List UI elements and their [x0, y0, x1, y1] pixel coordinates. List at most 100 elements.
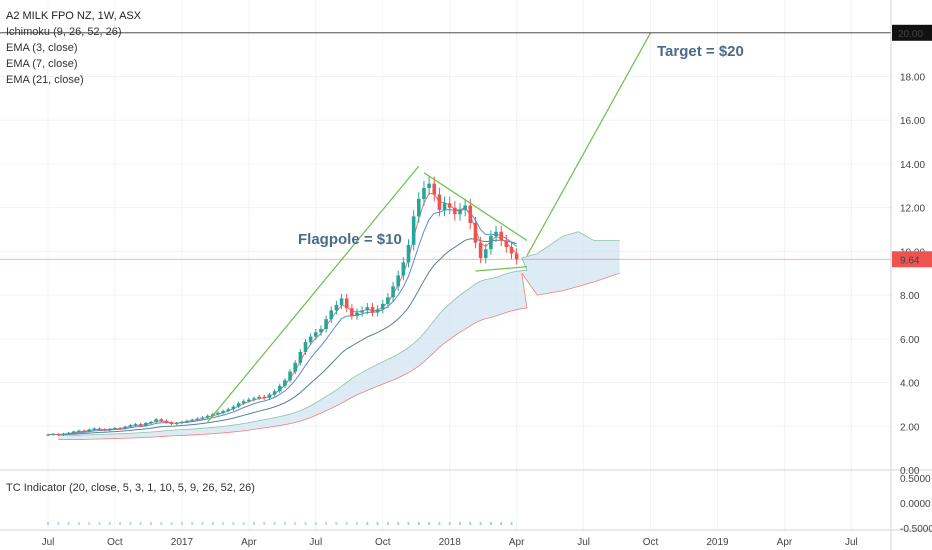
y-tick-label: 12.00 [900, 204, 925, 215]
indicator-bar [510, 522, 513, 525]
candle [463, 205, 467, 210]
ema3-legend[interactable]: EMA (3, close) [6, 42, 78, 54]
candle [298, 351, 303, 363]
candle [200, 417, 205, 419]
candle [447, 203, 452, 208]
candle [267, 394, 272, 398]
cloud-span-a [58, 231, 620, 436]
ema21-legend[interactable]: EMA (21, close) [6, 74, 84, 86]
ichimoku-cloud [58, 231, 620, 440]
indicator-bar [366, 522, 369, 525]
candle [149, 421, 153, 423]
indicator-bar [325, 522, 328, 525]
indicator-bar [283, 522, 286, 525]
indicator-bar [273, 522, 276, 525]
indicator-bar [47, 522, 49, 525]
candle [272, 391, 277, 395]
candle [97, 428, 102, 430]
candle [380, 303, 385, 310]
candle [360, 310, 364, 313]
candle [293, 362, 297, 372]
indicator-bar [397, 522, 400, 525]
candle [489, 236, 493, 250]
ema7-legend[interactable]: EMA (7, close) [6, 58, 78, 70]
ichimoku-legend[interactable]: Ichimoku (9, 26, 52, 26) [6, 26, 122, 38]
candle [92, 428, 97, 430]
indicator-bar [469, 522, 472, 525]
candle [128, 425, 133, 427]
chart-legend: A2 MILK FPO NZ, 1W, ASX Ichimoku (9, 26,… [6, 8, 141, 88]
flag-lower-line [475, 266, 528, 272]
indicator-bar [263, 522, 266, 525]
candle [257, 396, 261, 399]
candle [174, 423, 179, 425]
indicator-bar [479, 522, 482, 525]
indicator-bar [345, 522, 348, 525]
x-tick-label: Apr [777, 537, 793, 548]
indicator-bar [77, 522, 80, 525]
cloud-span-b [58, 272, 620, 440]
candle [154, 419, 158, 422]
indicator-bar [67, 522, 70, 525]
candle [118, 428, 122, 430]
indicator-bar [428, 522, 431, 525]
candle [252, 398, 256, 400]
indicator-bar [500, 522, 503, 525]
y-tick-label: 0.00 [900, 466, 920, 477]
indicator-bar [119, 522, 122, 525]
candle [159, 419, 164, 421]
candle [87, 429, 91, 432]
indicator-bar [191, 522, 194, 525]
indicator-bar [201, 522, 204, 525]
x-tick-label: Jul [309, 537, 322, 548]
candles [46, 176, 519, 437]
candle [411, 216, 416, 245]
y-tick-label: 18.00 [900, 73, 925, 84]
candle [370, 307, 375, 313]
cloud-area [58, 231, 620, 440]
indicator-bar [314, 522, 317, 525]
indicator-bar [222, 522, 225, 525]
candle [478, 242, 483, 258]
candle [236, 403, 241, 407]
target-annotation[interactable]: Target = $20 [657, 43, 744, 60]
candle [216, 412, 220, 415]
candle [334, 304, 339, 311]
y-tick-label: 14.00 [900, 160, 925, 171]
candle [319, 329, 323, 333]
indicator-label[interactable]: TC Indicator (20, close, 5, 3, 1, 10, 5,… [6, 482, 255, 494]
candle [231, 406, 236, 410]
candle [401, 262, 406, 276]
candle [190, 419, 194, 421]
indicator-bar [232, 522, 235, 525]
indicator-bar [417, 522, 420, 525]
candle [344, 298, 349, 309]
x-tick-label: Oct [107, 537, 123, 548]
indicator-bar [57, 522, 60, 525]
candle [133, 424, 138, 426]
indicator-bar [98, 522, 101, 525]
x-tick-label: Apr [241, 537, 257, 548]
indicator-bar [356, 522, 358, 525]
candle [221, 410, 225, 413]
candle [375, 309, 380, 313]
candle [66, 432, 71, 434]
indicator-bar [211, 522, 214, 525]
candle [483, 249, 488, 258]
x-tick-label: Oct [643, 537, 659, 548]
symbol-title[interactable]: A2 MILK FPO NZ, 1W, ASX [6, 10, 142, 22]
indicator-bar [150, 522, 152, 525]
flagpole-annotation[interactable]: Flagpole = $10 [298, 231, 402, 248]
indicator-bar [242, 522, 245, 525]
candle [82, 430, 86, 432]
candle [427, 183, 431, 188]
candle [195, 418, 200, 420]
candle [355, 312, 359, 316]
indicator-bar [88, 522, 91, 525]
candle [437, 194, 442, 210]
candle [51, 433, 55, 435]
ema21-line [47, 238, 517, 436]
target-line [526, 32, 652, 257]
